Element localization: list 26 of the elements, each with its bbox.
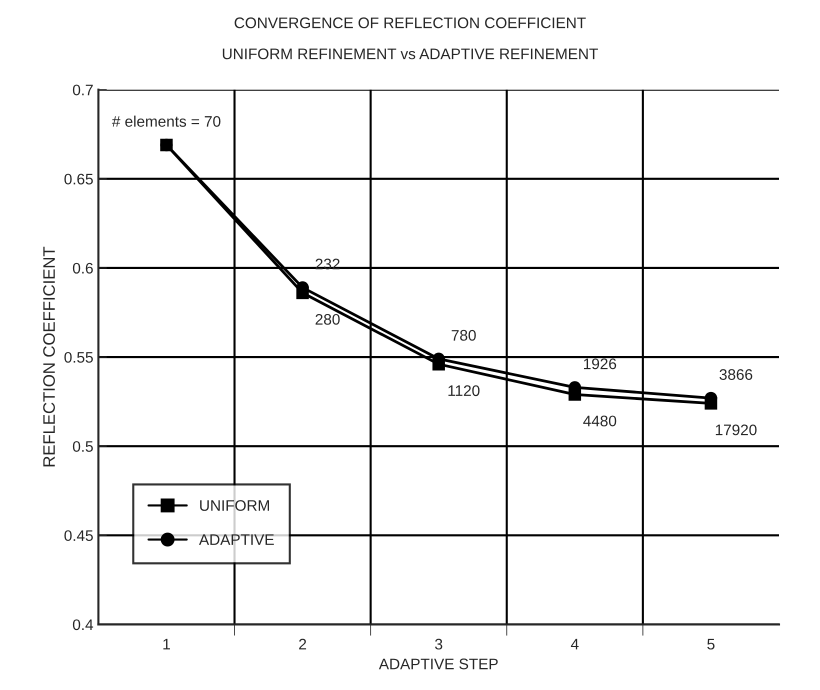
legend-label: UNIFORM [200,500,269,511]
y-tick-label: 0.5 [72,441,93,452]
annotation: 280 [316,314,340,325]
annotation: 232 [316,258,340,270]
chart-title: CONVERGENCE OF REFLECTION COEFFICIENT UNIFORM REFINEMENT vs ADAPTIVE REFINEMENT [222,17,598,60]
annotation: 1926 [584,358,616,370]
legend-label: ADAPTIVE [198,534,274,545]
x-tick-label: 3 [435,638,442,650]
y-tick-label: 0.6 [72,262,93,274]
y-tick-label: 0.55 [64,352,93,363]
annotation: 3866 [720,369,752,380]
x-tick-label: 2 [299,638,306,650]
x-tick-label: 5 [707,638,715,650]
x-tick-label: 4 [570,638,579,650]
y-tick-label: 0.65 [64,174,93,185]
y-tick-label: 0.7 [72,84,93,96]
y-tick-label: 0.4 [72,619,94,630]
annotation: # elements = 70 [112,116,220,127]
x-axis-title: ADAPTIVE STEP [378,658,498,670]
annotation: 4480 [583,416,616,426]
annotation: 780 [452,330,476,341]
annotation: 17920 [716,424,757,436]
annotation: 1120 [448,385,480,396]
y-tick-label: 0.45 [64,530,93,542]
y-axis-title: REFLECTION COEFFICIENT [43,246,55,466]
x-tick-label: 1 [163,638,170,650]
